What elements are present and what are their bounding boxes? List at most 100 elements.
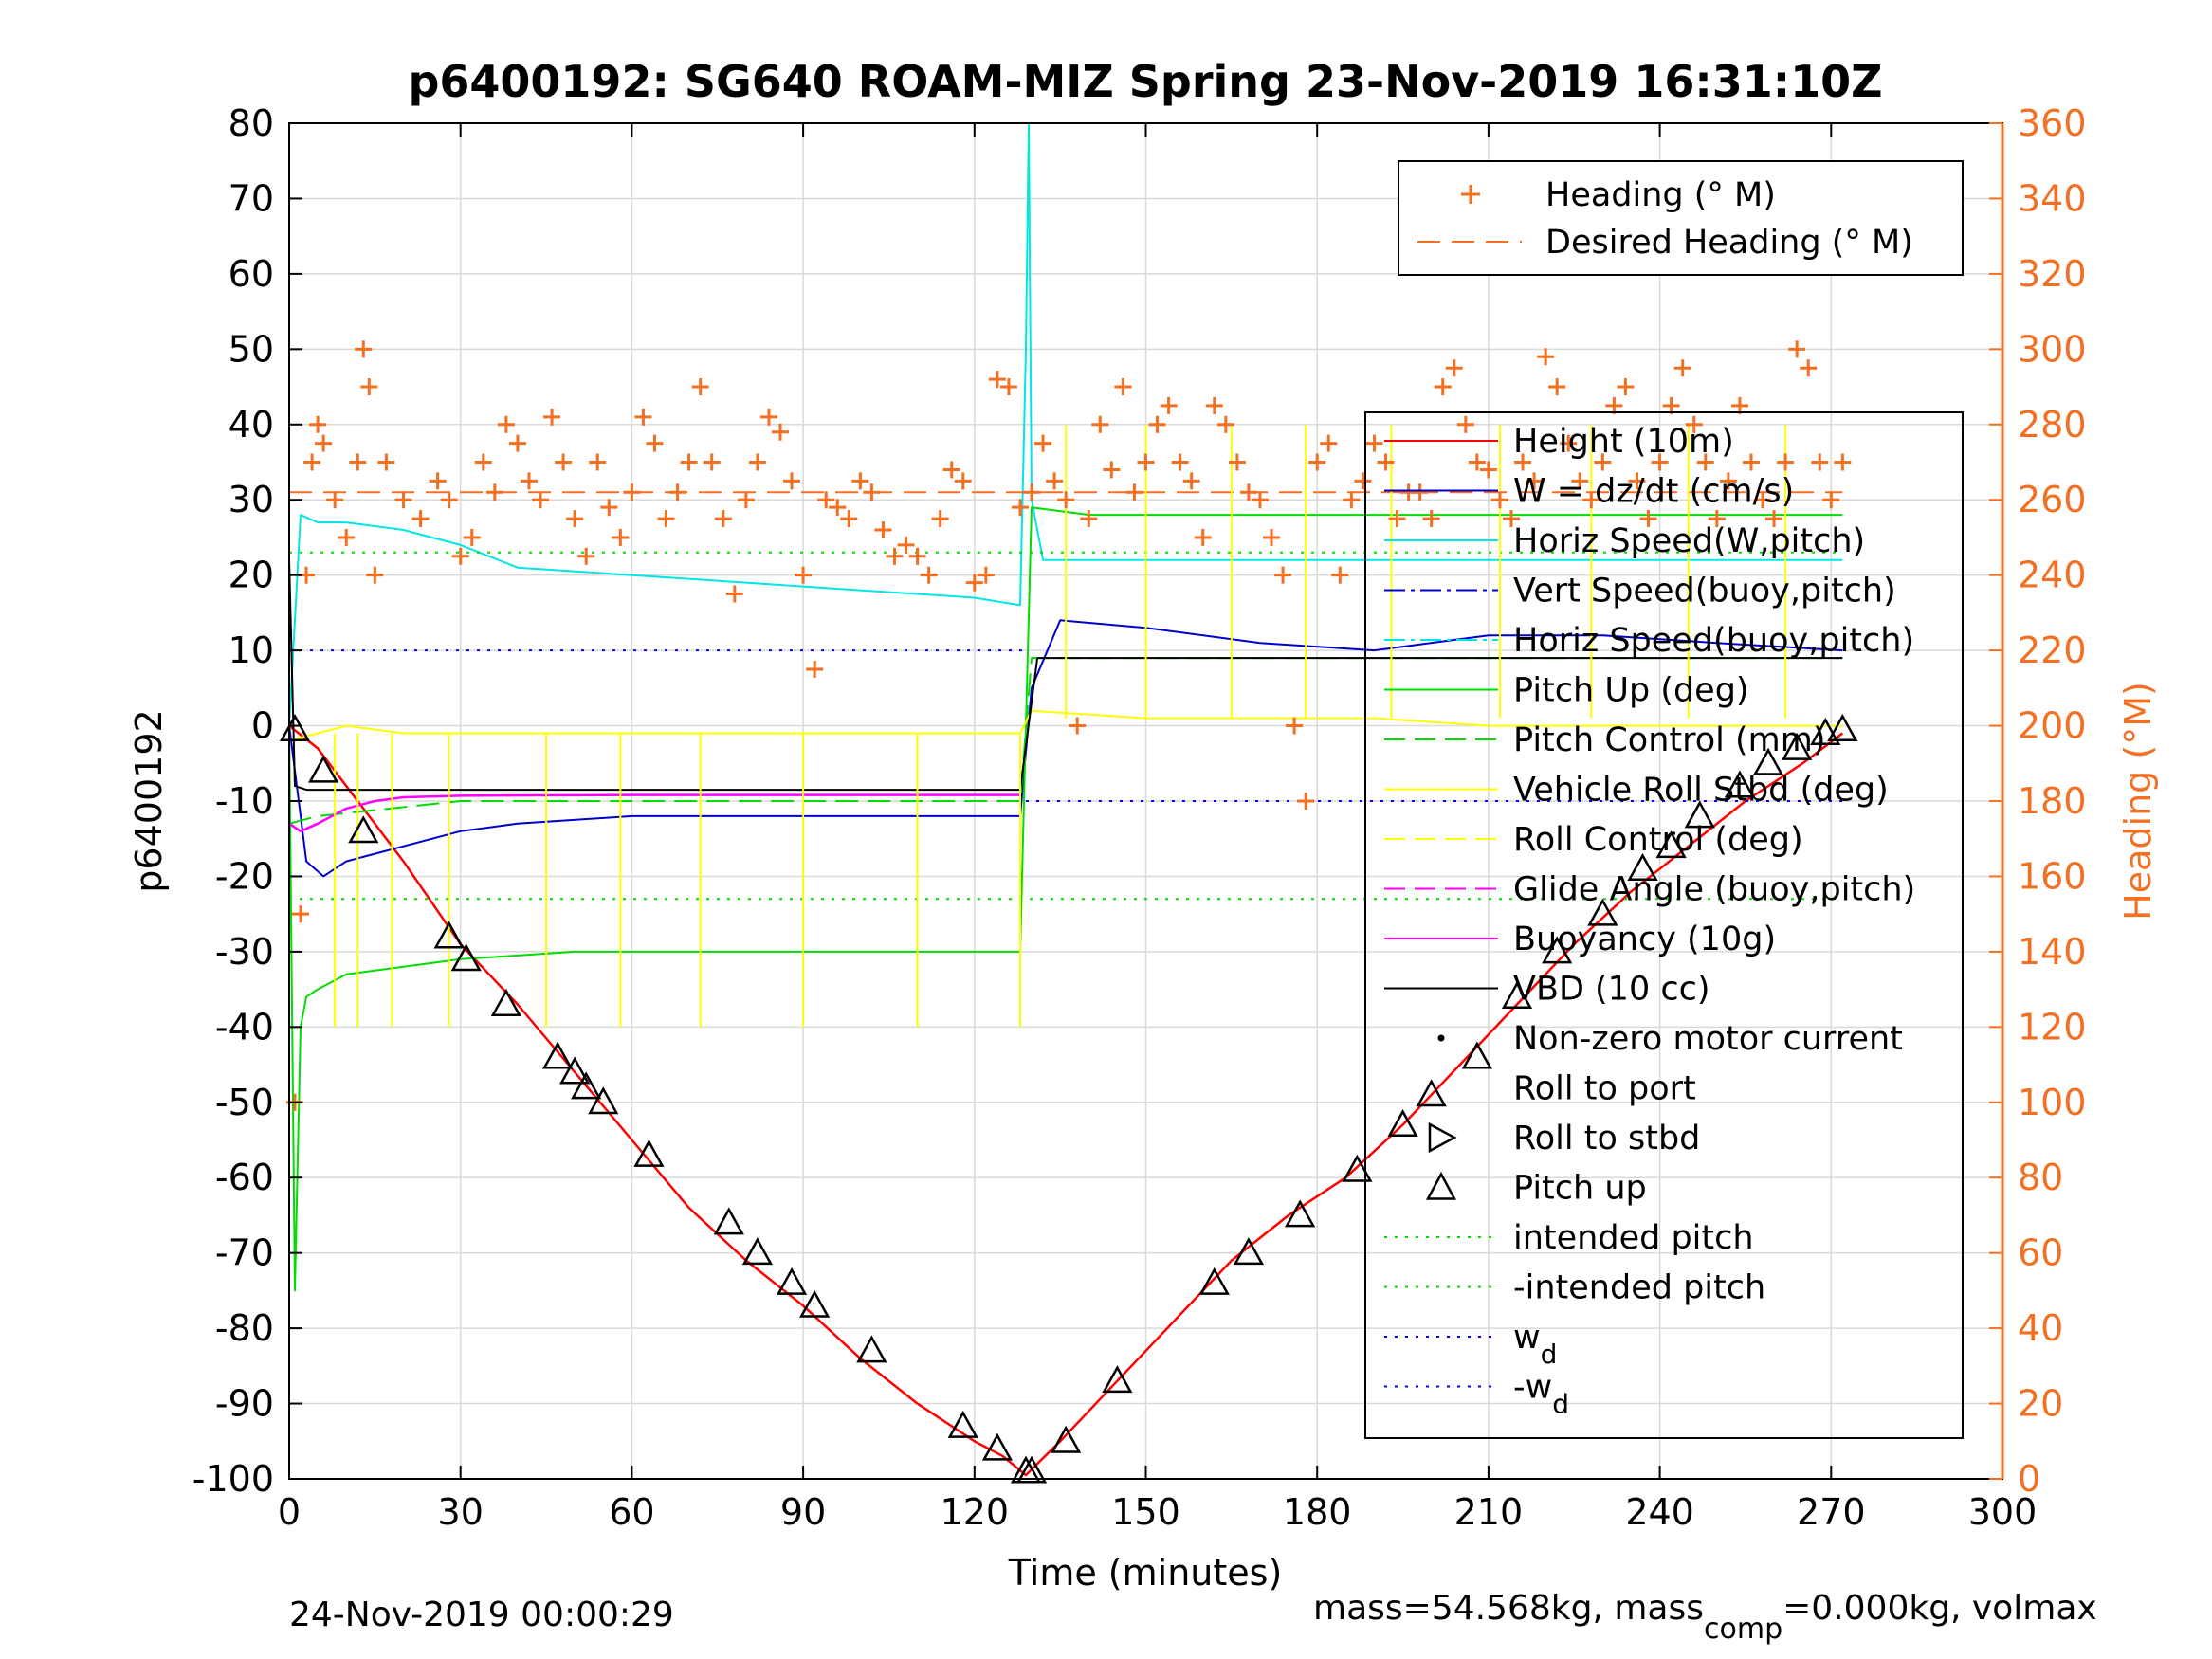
legend-main-label-sub: d <box>1552 1389 1569 1420</box>
pitch-up-marker <box>1233 1237 1265 1266</box>
y-tick-label: -40 <box>215 1006 274 1048</box>
heading-marker <box>657 510 675 528</box>
legend-main-symbol <box>1425 1171 1457 1200</box>
heading-marker <box>988 371 1006 389</box>
pitch-up-marker <box>1015 1455 1048 1484</box>
legend-main-label: Vehicle Roll Stbd (deg) <box>1513 772 1889 810</box>
y-tick-label: -80 <box>215 1307 274 1349</box>
x-tick-label: 300 <box>1968 1491 2038 1533</box>
series-line-pitch-control-mm <box>288 657 1843 825</box>
x-tick-label: 60 <box>609 1491 654 1533</box>
heading-marker <box>851 472 869 490</box>
heading-marker <box>1788 340 1806 358</box>
x-tick-label: 0 <box>278 1491 301 1533</box>
heading-marker <box>1411 483 1429 501</box>
legend-main-label: Pitch Control (mm) <box>1513 721 1825 759</box>
y2-tick-label: 40 <box>2018 1307 2063 1349</box>
pitch-up-marker <box>1542 936 1573 964</box>
heading-marker <box>1834 453 1852 471</box>
heading-marker <box>485 483 503 501</box>
heading-marker <box>1800 359 1818 377</box>
heading-marker <box>1331 566 1349 584</box>
heading-marker <box>829 499 847 517</box>
pitch-up-marker <box>1198 1267 1230 1295</box>
heading-marker <box>999 378 1017 396</box>
heading-marker <box>1456 415 1474 433</box>
pitch-up-marker <box>1285 1199 1316 1228</box>
heading-marker <box>577 547 595 565</box>
heading-marker <box>303 453 321 471</box>
heading-marker <box>1354 472 1372 490</box>
pitch-up-marker <box>1416 1079 1447 1107</box>
pitch-up-marker <box>1752 747 1784 775</box>
heading-marker <box>977 566 995 584</box>
heading-marker <box>920 566 938 584</box>
series-line-height-10m <box>288 724 1844 1477</box>
heading-marker <box>1526 472 1544 490</box>
y2-tick-label: 280 <box>2018 404 2087 446</box>
pitch-up-marker <box>348 815 379 844</box>
heading-marker <box>451 547 469 565</box>
heading-marker <box>1673 359 1691 377</box>
heading-marker <box>1228 453 1246 471</box>
heading-marker <box>817 491 835 509</box>
footer-mass: mass=54.568kg, masscomp=0.000kg, volmax <box>1313 1589 2097 1646</box>
y2-tick-label: 300 <box>2018 328 2087 370</box>
pitch-up-marker <box>776 1267 808 1295</box>
heading-marker <box>1730 396 1748 414</box>
pitch-up-marker <box>1342 1154 1373 1182</box>
heading-marker <box>965 574 983 592</box>
pitch-up-marker <box>559 1056 591 1085</box>
y-tick-label: 80 <box>229 102 274 144</box>
heading-marker <box>1263 528 1281 546</box>
heading-marker <box>1696 453 1714 471</box>
heading-marker <box>634 408 652 426</box>
heading-marker <box>532 491 550 509</box>
heading-marker <box>1685 415 1703 433</box>
heading-marker <box>1777 453 1795 471</box>
y2-tick-label: 320 <box>2018 253 2087 295</box>
legend-main-label-sub: d <box>1541 1339 1558 1370</box>
heading-marker <box>863 483 881 501</box>
legend-main-label: Horiz Speed(W,pitch) <box>1513 522 1865 560</box>
pitch-up-marker <box>799 1289 831 1318</box>
heading-marker <box>543 408 561 426</box>
heading-marker <box>555 453 573 471</box>
heading-marker <box>1628 472 1646 490</box>
heading-marker <box>1388 510 1406 528</box>
heading-marker <box>508 434 526 452</box>
pitch-up-marker <box>1724 770 1756 798</box>
pitch-up-marker <box>308 755 339 783</box>
legend-main-label: Glide Angle (buoy,pitch) <box>1513 871 1915 909</box>
legend-main-label: intended pitch <box>1513 1219 1754 1257</box>
heading-marker <box>1320 434 1338 452</box>
heading-marker <box>1560 434 1578 452</box>
heading-marker <box>315 434 333 452</box>
pitch-up-marker <box>541 1041 574 1069</box>
x-tick-label: 90 <box>780 1491 826 1533</box>
y-tick-label: -70 <box>215 1232 274 1274</box>
heading-marker <box>366 566 384 584</box>
y2-tick-label: 20 <box>2018 1383 2063 1425</box>
heading-marker <box>1034 434 1052 452</box>
heading-marker <box>1160 396 1178 414</box>
heading-marker <box>1765 510 1783 528</box>
heading-marker <box>1742 453 1760 471</box>
heading-marker <box>1514 453 1532 471</box>
y-tick-label: 60 <box>229 253 274 295</box>
pitch-up-marker <box>1051 1425 1082 1453</box>
pitch-up-marker <box>713 1207 744 1235</box>
legend-main-label: Horiz Speed(buoy,pitch) <box>1513 622 1914 660</box>
y-tick-label: 20 <box>229 555 274 596</box>
heading-marker <box>1239 483 1257 501</box>
heading-marker <box>349 453 367 471</box>
heading-marker <box>1182 472 1200 490</box>
heading-marker <box>1069 717 1087 735</box>
footer-date: 24-Nov-2019 00:00:29 <box>289 1595 674 1634</box>
pitch-up-marker <box>981 1432 1014 1461</box>
legend-main-label: -intended pitch <box>1513 1269 1765 1307</box>
heading-marker <box>1343 491 1361 509</box>
ticks: 0 30 60 90 120 150 180 210 240 270 300807060504030… <box>192 102 2087 1533</box>
y2-tick-label: 160 <box>2018 855 2087 897</box>
y-tick-label: -60 <box>215 1157 274 1198</box>
